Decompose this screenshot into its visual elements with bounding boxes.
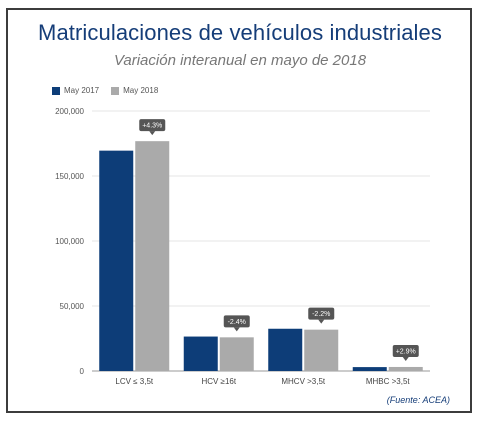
annotation-box — [139, 119, 166, 132]
chart-legend: May 2017 May 2018 — [52, 86, 158, 95]
annotation-box — [223, 315, 250, 328]
legend-label-2018: May 2018 — [123, 86, 159, 95]
chart-subtitle: Variación interanual en mayo de 2018 — [113, 52, 367, 69]
legend-swatch-2018 — [111, 86, 120, 95]
legend-item-2017: May 2017 — [52, 86, 99, 95]
annotation-label: +2.9% — [396, 348, 416, 355]
y-tick-label: 50,000 — [60, 302, 85, 311]
bar-2018 — [388, 366, 423, 371]
bar-2017 — [99, 150, 134, 371]
annotation-label: +4.3% — [142, 123, 162, 130]
x-tick-label: MHCV >3,5t — [281, 377, 326, 386]
annotation-pointer — [149, 131, 156, 136]
y-tick-label: 100,000 — [55, 237, 84, 246]
annotation-box — [392, 344, 419, 357]
source-note: (Fuente: ACEA) — [386, 395, 450, 405]
legend-item-2018: May 2018 — [111, 86, 158, 95]
x-tick-label: HCV ≥16t — [201, 377, 236, 386]
y-tick-label: 0 — [80, 367, 85, 376]
y-tick-label: 150,000 — [55, 172, 84, 181]
bar-2018 — [135, 141, 170, 371]
bar-2017 — [183, 336, 218, 371]
bar-2018 — [219, 337, 254, 371]
annotation-pointer — [318, 319, 325, 324]
chart-title: Matriculaciones de vehículos industriale… — [38, 20, 442, 45]
x-tick-label: MHBC >3,5t — [366, 377, 411, 386]
annotation-label: -2.2% — [312, 311, 330, 318]
bar-2017 — [352, 367, 387, 371]
bar-2017 — [268, 328, 303, 371]
x-tick-label: LCV ≤ 3,5t — [115, 377, 154, 386]
legend-label-2017: May 2017 — [64, 86, 100, 95]
y-tick-label: 200,000 — [55, 107, 84, 116]
annotation-pointer — [402, 356, 409, 361]
bar-2018 — [304, 329, 339, 371]
legend-swatch-2017 — [52, 86, 60, 95]
annotation-label: -2.4% — [228, 319, 246, 326]
annotation-pointer — [233, 327, 240, 332]
annotation-box — [308, 307, 335, 320]
